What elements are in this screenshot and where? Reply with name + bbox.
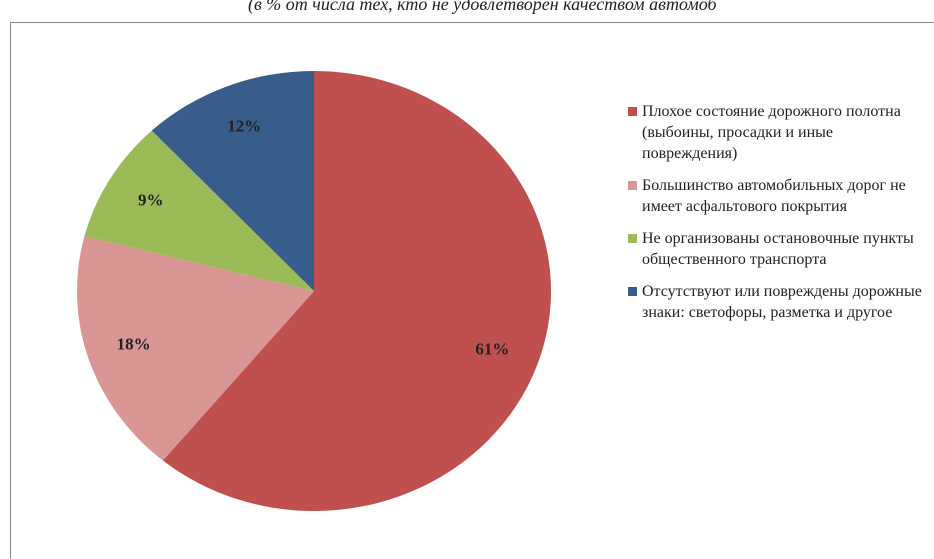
pie-slice [84,130,314,291]
frame [10,22,934,559]
legend-entry: Большинство автомобильных дорог не имеет… [628,175,928,217]
legend-text: Плохое состояние дорожного полотна (выбо… [642,103,901,162]
legend-text: Не организованы остановочные пункты обще… [642,230,914,268]
legend: Плохое состояние дорожного полотна (выбо… [628,101,928,334]
data-label: 12% [227,116,261,135]
legend-text: Большинство автомобильных дорог не имеет… [642,177,906,215]
data-label: 18% [117,334,151,353]
legend-swatch [628,287,637,296]
legend-swatch [628,181,637,190]
legend-swatch [628,234,637,243]
legend-swatch [628,107,637,116]
legend-entry: Плохое состояние дорожного полотна (выбо… [628,101,928,164]
legend-entry: Отсутствуют или повреждены дорожные знак… [628,281,928,323]
legend-text: Отсутствуют или повреждены дорожные знак… [642,283,922,321]
data-label: 61% [475,340,509,359]
pie-slice [162,71,551,512]
legend-entry: Не организованы остановочные пункты обще… [628,228,928,270]
pie-slice [151,71,314,291]
data-label: 9% [138,190,164,209]
chart-title: (в % от числа тех, кто не удовлетворен к… [248,0,718,15]
pie-slice [76,236,314,461]
